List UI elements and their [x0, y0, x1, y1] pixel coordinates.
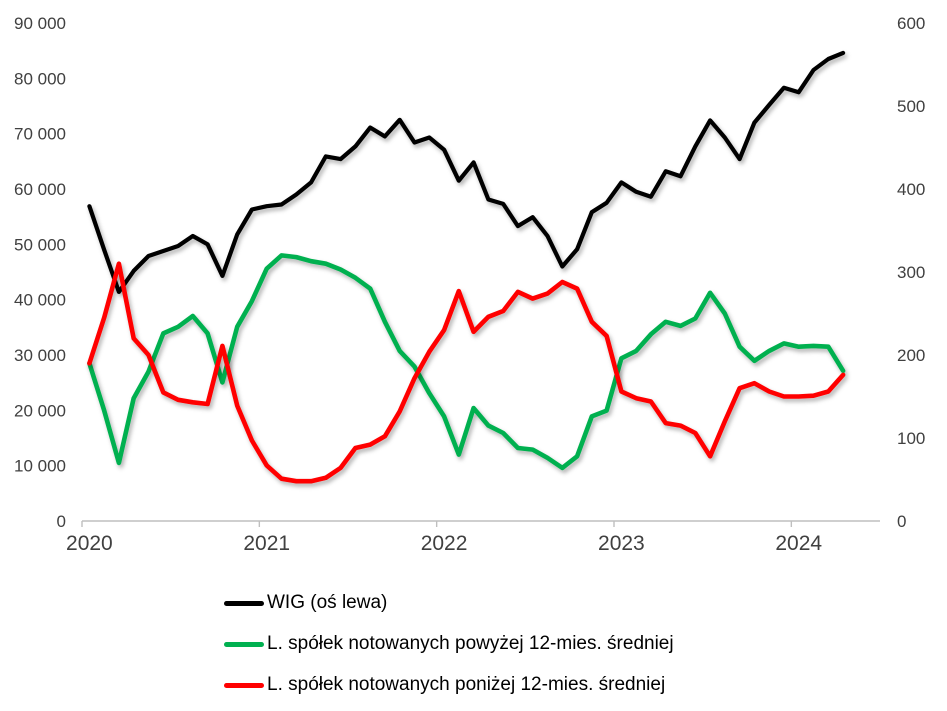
left-axis-tick-label: 0	[57, 512, 66, 531]
left-axis-tick-label: 40 000	[14, 291, 66, 310]
left-axis-tick-label: 10 000	[14, 457, 66, 476]
series-lines	[87, 50, 846, 484]
right-axis-tick-label: 600	[897, 14, 925, 33]
legend-item-above-avg: L. spółek notowanych powyżej 12-mies. śr…	[224, 629, 674, 659]
left-axis-tick-label: 70 000	[14, 125, 66, 144]
right-axis-tick-label: 0	[897, 512, 906, 531]
axis-labels: 2020 2021 2022 2023 2024 0 10 000 20 000 30 000 4…	[14, 14, 925, 555]
left-axis-tick-label: 60 000	[14, 180, 66, 199]
wig-line-swatch	[224, 600, 264, 606]
right-axis-tick-label: 300	[897, 263, 925, 282]
left-axis-tick-label: 90 000	[14, 14, 66, 33]
x-tick-label-2022: 2022	[421, 532, 468, 555]
right-axis-tick-label: 100	[897, 429, 925, 448]
legend-label-above-avg: L. spółek notowanych powyżej 12-mies. śr…	[267, 633, 674, 654]
above-avg-line-swatch	[224, 641, 264, 647]
legend-label-wig: WIG (oś lewa)	[267, 592, 388, 613]
right-axis-tick-label: 500	[897, 97, 925, 116]
left-axis-tick-label: 80 000	[14, 69, 66, 88]
below-avg-line	[87, 261, 846, 484]
left-axis-tick-label: 20 000	[14, 401, 66, 420]
legend-item-below-avg: L. spółek notowanych poniżej 12-mies. śr…	[224, 670, 674, 700]
right-axis-tick-label: 400	[897, 180, 925, 199]
x-tick-label-2023: 2023	[598, 532, 645, 555]
axes	[81, 520, 880, 527]
x-tick-label-2021: 2021	[243, 532, 290, 555]
right-axis-tick-label: 200	[897, 346, 925, 365]
x-tick-label-2020: 2020	[66, 532, 113, 555]
left-axis-tick-label: 50 000	[14, 235, 66, 254]
x-tick-label-2024: 2024	[775, 532, 822, 555]
chart-legend: WIG (oś lewa) L. spółek notowanych powyż…	[224, 588, 674, 711]
wig-line	[87, 50, 846, 294]
legend-item-wig: WIG (oś lewa)	[224, 588, 674, 618]
above-avg-line	[87, 253, 846, 471]
legend-label-below-avg: L. spółek notowanych poniżej 12-mies. śr…	[267, 674, 666, 695]
left-axis-tick-label: 30 000	[14, 346, 66, 365]
below-avg-line-swatch	[224, 682, 264, 688]
